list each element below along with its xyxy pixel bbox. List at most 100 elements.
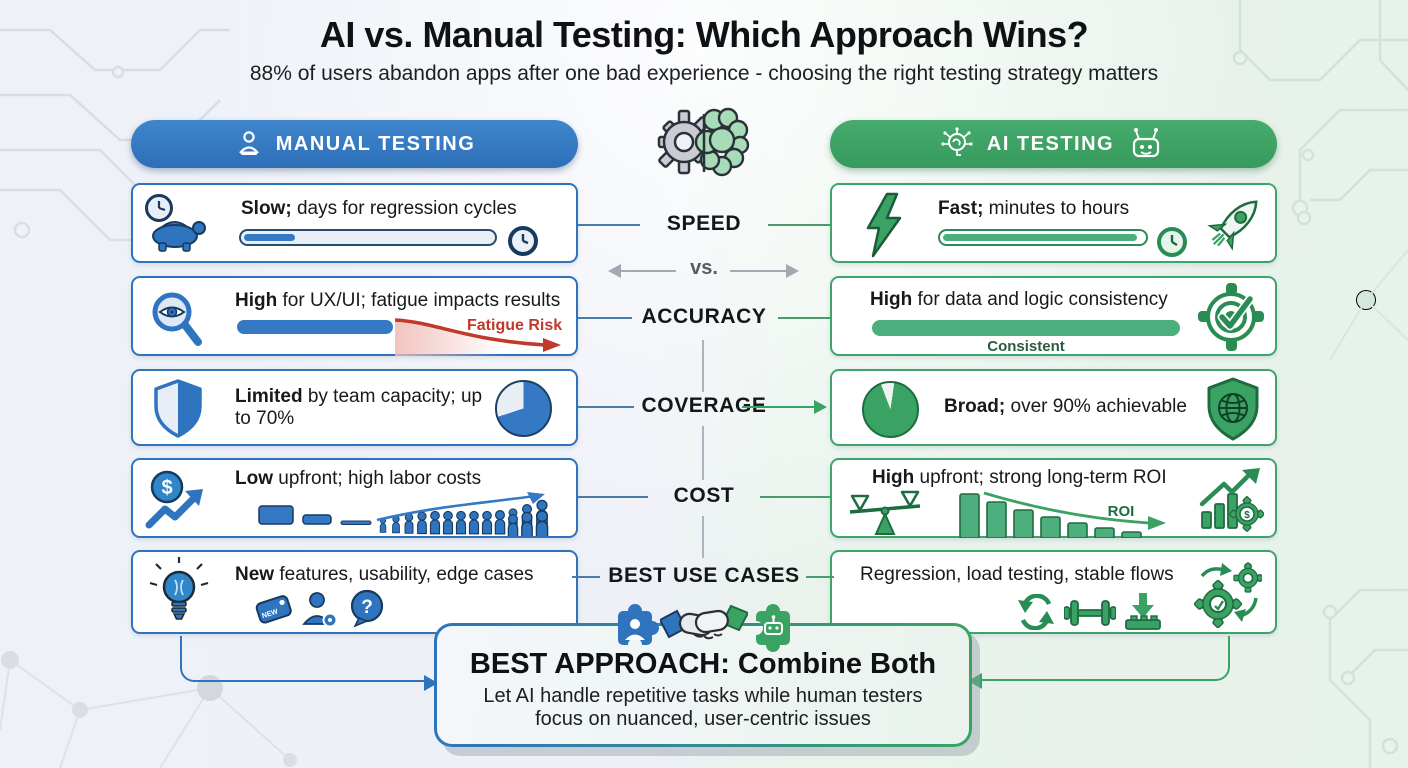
vs-label: vs.: [690, 257, 718, 279]
manual-puzzle-icon: [618, 604, 659, 645]
connector-line: [778, 317, 830, 319]
best-approach-body: Let AI handle repetitive tasks while hum…: [483, 685, 923, 730]
balance-scale-icon: [849, 490, 921, 535]
roi-decline-chart: ROI: [959, 491, 1166, 538]
circuit-pattern-top-right: [1232, 0, 1408, 360]
dollar-growth-icon: $: [145, 470, 203, 529]
manual-coverage-pie: [495, 380, 552, 437]
svg-text:NEW: NEW: [261, 608, 279, 620]
page-title: AI vs. Manual Testing: Which Approach Wi…: [319, 14, 1089, 55]
lightbulb-icon: [149, 557, 209, 620]
shield-globe-icon: [1207, 377, 1259, 441]
connector-line-vertical: [702, 426, 704, 480]
best-approach-title: BEST APPROACH: Combine Both: [469, 648, 937, 680]
vs-arrow-left: [620, 270, 676, 272]
vs-arrowhead-right: [786, 264, 799, 278]
connector-line: [768, 224, 830, 226]
ai-accuracy-card: High for data and logic consistency Cons…: [830, 276, 1277, 356]
ai-speed-progress: [938, 229, 1148, 246]
gears-icon: [1194, 562, 1262, 628]
fatigue-risk-label: Fatigue Risk: [467, 317, 562, 334]
ai-coverage-card: Broad; over 90% achievable: [830, 369, 1277, 446]
coverage-label: COVERAGE: [641, 394, 767, 417]
ai-brain-circuit-icon: [941, 127, 973, 156]
connector-line: [578, 317, 632, 319]
dumbbell-icon: [1064, 600, 1116, 626]
lightning-bolt-icon: [866, 192, 902, 258]
ai-accuracy-bar: [872, 320, 1180, 336]
manual-accuracy-text: High for UX/UI; fatigue impacts results: [235, 290, 561, 311]
connector-line-vertical: [702, 516, 704, 558]
svg-text:$: $: [1244, 510, 1250, 521]
clock-icon: [508, 226, 538, 256]
speed-label: SPEED: [666, 212, 742, 235]
person-icon: [302, 592, 338, 628]
turtle-clock-icon: [145, 194, 206, 252]
best-use-cases-label: BEST USE CASES: [608, 564, 800, 587]
person-at-laptop-icon: [238, 131, 259, 155]
question-bubble-icon: ?: [350, 589, 384, 628]
connector-line: [578, 496, 648, 498]
ai-accuracy-text: High for data and logic consistency: [870, 289, 1168, 310]
manual-use-cases-text: New features, usability, edge cases: [235, 564, 534, 585]
ai-testing-header: AI TESTING: [830, 120, 1277, 168]
ai-speed-progress-fill: [943, 234, 1137, 241]
vs-arrowhead-left: [608, 264, 621, 278]
ai-coverage-pie: [862, 381, 919, 438]
ai-use-cases-card: Regression, load testing, stable flows: [830, 550, 1277, 634]
coverage-arrowhead: [814, 400, 827, 414]
manual-cost-text: Low upfront; high labor costs: [235, 468, 482, 489]
svg-text:$: $: [161, 477, 172, 499]
connector-line: [572, 576, 600, 578]
ai-cost-text: High upfront; strong long-term ROI: [872, 467, 1167, 488]
accuracy-label: ACCURACY: [641, 305, 767, 328]
shield-icon: [154, 379, 202, 438]
robot-icon: [1133, 128, 1160, 158]
ai-to-footer-connector: [982, 636, 1230, 681]
manual-coverage-card: Limited by team capacity; up to 70%: [131, 369, 578, 446]
manual-cost-card: $ Low upfront; high labor costs: [131, 458, 578, 538]
ai-coverage-text: Broad; over 90% achievable: [944, 396, 1187, 417]
cost-label: COST: [673, 484, 735, 507]
manual-testing-header: MANUAL TESTING: [131, 120, 578, 168]
ai-puzzle-icon: [756, 604, 790, 652]
connector-line: [806, 576, 834, 578]
gear-brain-icon: [657, 107, 750, 177]
ai-speed-text: Fast; minutes to hours: [938, 198, 1130, 219]
refresh-icon: [1018, 594, 1054, 630]
ai-testing-label: AI TESTING: [986, 132, 1115, 155]
manual-testing-label: MANUAL TESTING: [275, 132, 476, 155]
roi-label: ROI: [1108, 503, 1135, 520]
connector-line: [578, 224, 640, 226]
handshake-icon: [660, 604, 748, 640]
clock-icon: [1157, 227, 1187, 257]
manual-speed-text: Slow; days for regression cycles: [241, 198, 517, 219]
manual-speed-progress-fill: [244, 234, 295, 241]
ai-accuracy-caption: Consistent: [987, 338, 1065, 355]
tag-icon: NEW: [255, 595, 292, 624]
magnifier-eye-icon: [152, 292, 202, 346]
connector-line: [578, 406, 634, 408]
page-subtitle: 88% of users abandon apps after one bad …: [249, 62, 1159, 85]
best-approach-box: BEST APPROACH: Combine Both Let AI handl…: [434, 623, 972, 747]
manual-accuracy-bar: [237, 320, 393, 334]
target-check-icon: [1198, 283, 1264, 351]
circuit-pattern-bottom-right: [1322, 588, 1408, 768]
download-icon: [1125, 593, 1161, 630]
ai-use-cases-text: Regression, load testing, stable flows: [860, 564, 1174, 585]
connector-line-vertical: [702, 340, 704, 392]
manual-accuracy-card: High for UX/UI; fatigue impacts results …: [131, 276, 578, 356]
roi-growth-icon: $: [1199, 468, 1264, 532]
ai-speed-card: Fast; minutes to hours: [830, 183, 1277, 263]
vs-arrow-right: [730, 270, 786, 272]
ai-cost-card: High upfront; strong long-term ROI ROI: [830, 458, 1277, 538]
manual-speed-progress: [239, 229, 497, 246]
labor-cost-chart: [258, 492, 549, 536]
coverage-arrow-line: [742, 406, 816, 408]
manual-speed-card: Slow; days for regression cycles: [131, 183, 578, 263]
connector-line: [760, 496, 830, 498]
svg-text:?: ?: [361, 597, 373, 618]
manual-coverage-text: Limited by team capacity; up to 70%: [235, 386, 483, 429]
manual-to-footer-connector: [180, 636, 426, 682]
